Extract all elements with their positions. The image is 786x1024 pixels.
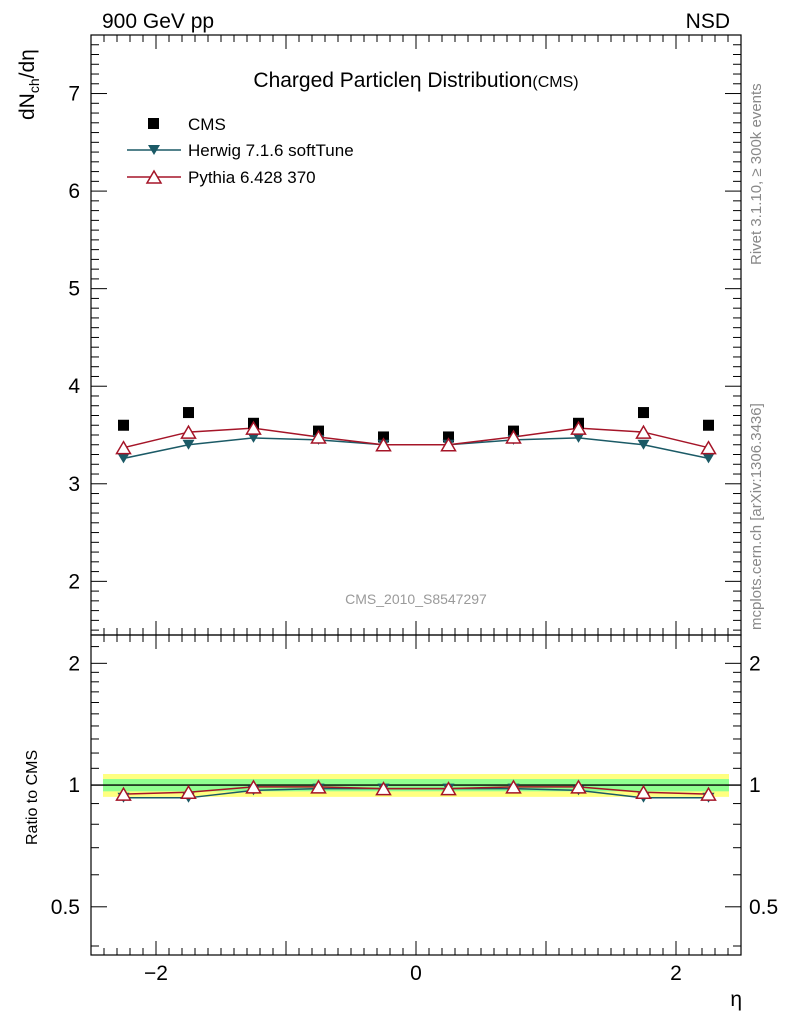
ratio-y-axis-label: Ratio to CMS	[24, 750, 41, 845]
y-tick-label: 4	[68, 375, 80, 398]
ratio-point-s1	[180, 784, 197, 799]
data-point-s2	[180, 424, 197, 439]
data-point-s0	[378, 431, 389, 443]
legend: CMS Herwig 7.1.6 softTune Pythia 6.428 3…	[127, 115, 354, 187]
y-tick-label: 2	[68, 570, 80, 593]
y-tick-label: 3	[68, 473, 80, 496]
ratio-point-s1	[310, 779, 327, 794]
data-point-s0	[443, 431, 454, 443]
ratio-point-s1	[700, 786, 717, 801]
data-point-s2	[115, 440, 132, 455]
ratio-point-s1	[245, 779, 262, 794]
data-point-s2	[635, 424, 652, 439]
data-point-s1	[637, 439, 650, 450]
legend-pythia-marker	[145, 169, 163, 184]
series-line-2	[123, 427, 709, 449]
axis-ticks: −2 0 2 2 3 4 5 6 7 0.5 0.5 1 1 2 2	[51, 34, 778, 985]
ratio-point-s1	[375, 781, 392, 796]
legend-herwig-marker	[148, 145, 160, 155]
ratio-y-tick-label-right: 2	[749, 652, 761, 675]
data-point-s1	[247, 432, 260, 443]
data-point-s2	[505, 429, 522, 444]
x-tick-label: −2	[144, 962, 168, 985]
x-tick-label: 0	[410, 962, 422, 985]
ratio-point-s1	[115, 786, 132, 801]
ratio-point-s1	[440, 781, 457, 796]
data-point-s1	[182, 439, 195, 450]
data-point-s1	[117, 453, 130, 464]
ratio-point-s1	[505, 779, 522, 794]
legend-pythia-label: Pythia 6.428 370	[188, 168, 316, 187]
data-point-s0	[118, 419, 129, 431]
data-point-s2	[310, 429, 327, 444]
ratio-y-tick-label: 1	[68, 774, 80, 797]
energy-label: 900 GeV pp	[102, 10, 214, 33]
data-point-s1	[702, 453, 715, 464]
main-y-axis-label: dNch/dη	[16, 49, 42, 120]
main-series	[115, 407, 717, 464]
ratio-line-1	[123, 786, 709, 795]
data-point-s2	[245, 420, 262, 435]
ratio-y-tick-label: 2	[68, 652, 80, 675]
data-point-s0	[703, 419, 714, 431]
x-tick-label: 2	[670, 962, 682, 985]
ratio-point-s1	[635, 784, 652, 799]
rivet-label: Rivet 3.1.10, ≥ 300k events	[748, 83, 765, 265]
ratio-y-tick-label-right: 0.5	[749, 896, 778, 919]
ratio-point-s1	[570, 779, 587, 794]
legend-herwig-label: Herwig 7.1.6 softTune	[188, 141, 354, 160]
chart-title: Charged Particleη Distribution(CMS)	[253, 69, 578, 92]
legend-cms-label: CMS	[188, 115, 226, 134]
x-axis-label: η	[730, 988, 742, 1011]
data-point-s2	[440, 437, 457, 452]
series-line-1	[123, 437, 709, 460]
data-point-s2	[570, 420, 587, 435]
data-point-s2	[700, 440, 717, 455]
y-tick-label: 5	[68, 278, 80, 301]
data-point-s2	[375, 437, 392, 452]
ratio-y-tick-label: 0.5	[51, 896, 80, 919]
process-label: NSD	[686, 10, 730, 33]
data-point-s1	[572, 432, 585, 443]
mcplots-label: mcplots.cern.ch [arXiv:1306.3436]	[748, 403, 765, 630]
legend-cms-marker	[148, 118, 159, 129]
y-tick-label: 6	[68, 180, 80, 203]
data-point-s0	[183, 407, 194, 419]
analysis-watermark: CMS_2010_S8547297	[345, 591, 487, 607]
data-point-s0	[638, 407, 649, 419]
ratio-series	[115, 779, 717, 803]
ratio-y-tick-label-right: 1	[749, 774, 761, 797]
y-tick-label: 7	[68, 83, 80, 106]
